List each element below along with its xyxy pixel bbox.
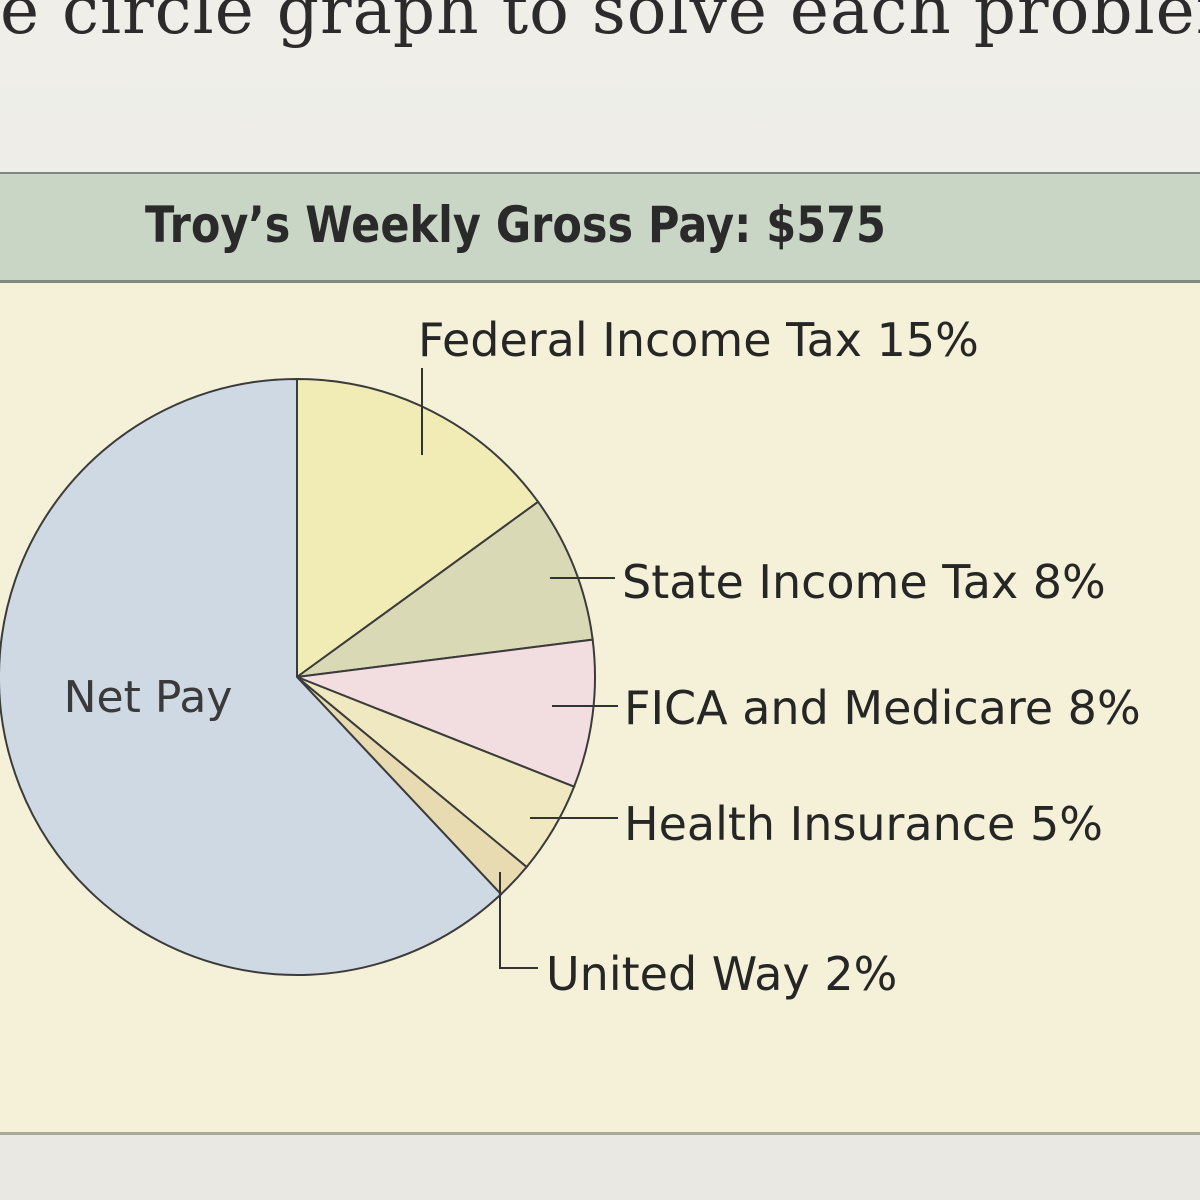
slice-federal-income-tax [296,377,540,679]
instruction-text: e circle graph to solve each problem. [0,0,1200,49]
label-net-pay: Net Pay [64,672,233,723]
pie-slices [0,377,596,976]
chart-title-bar: Troy’s Weekly Gross Pay: $575 [0,174,1200,283]
leader-line-united-way [499,872,538,969]
slice-net-pay [0,377,503,976]
label-state-income-tax: State Income Tax 8% [622,555,1106,609]
label-federal-income-tax: Federal Income Tax 15% [418,313,979,367]
label-united-way: United Way 2% [546,947,897,1001]
chart-title: Troy’s Weekly Gross Pay: $575 [145,196,886,254]
label-health-insurance: Health Insurance 5% [624,797,1103,851]
slice-state-income-tax [296,500,594,678]
leader-lines [421,368,618,969]
slice-fica-and-medicare [296,638,596,788]
slice-labels: Federal Income Tax 15% State Income Tax 8… [64,313,1141,1001]
chart-panel: Troy’s Weekly Gross Pay: $575 [0,172,1200,1135]
label-fica-and-medicare: FICA and Medicare 8% [624,681,1141,735]
